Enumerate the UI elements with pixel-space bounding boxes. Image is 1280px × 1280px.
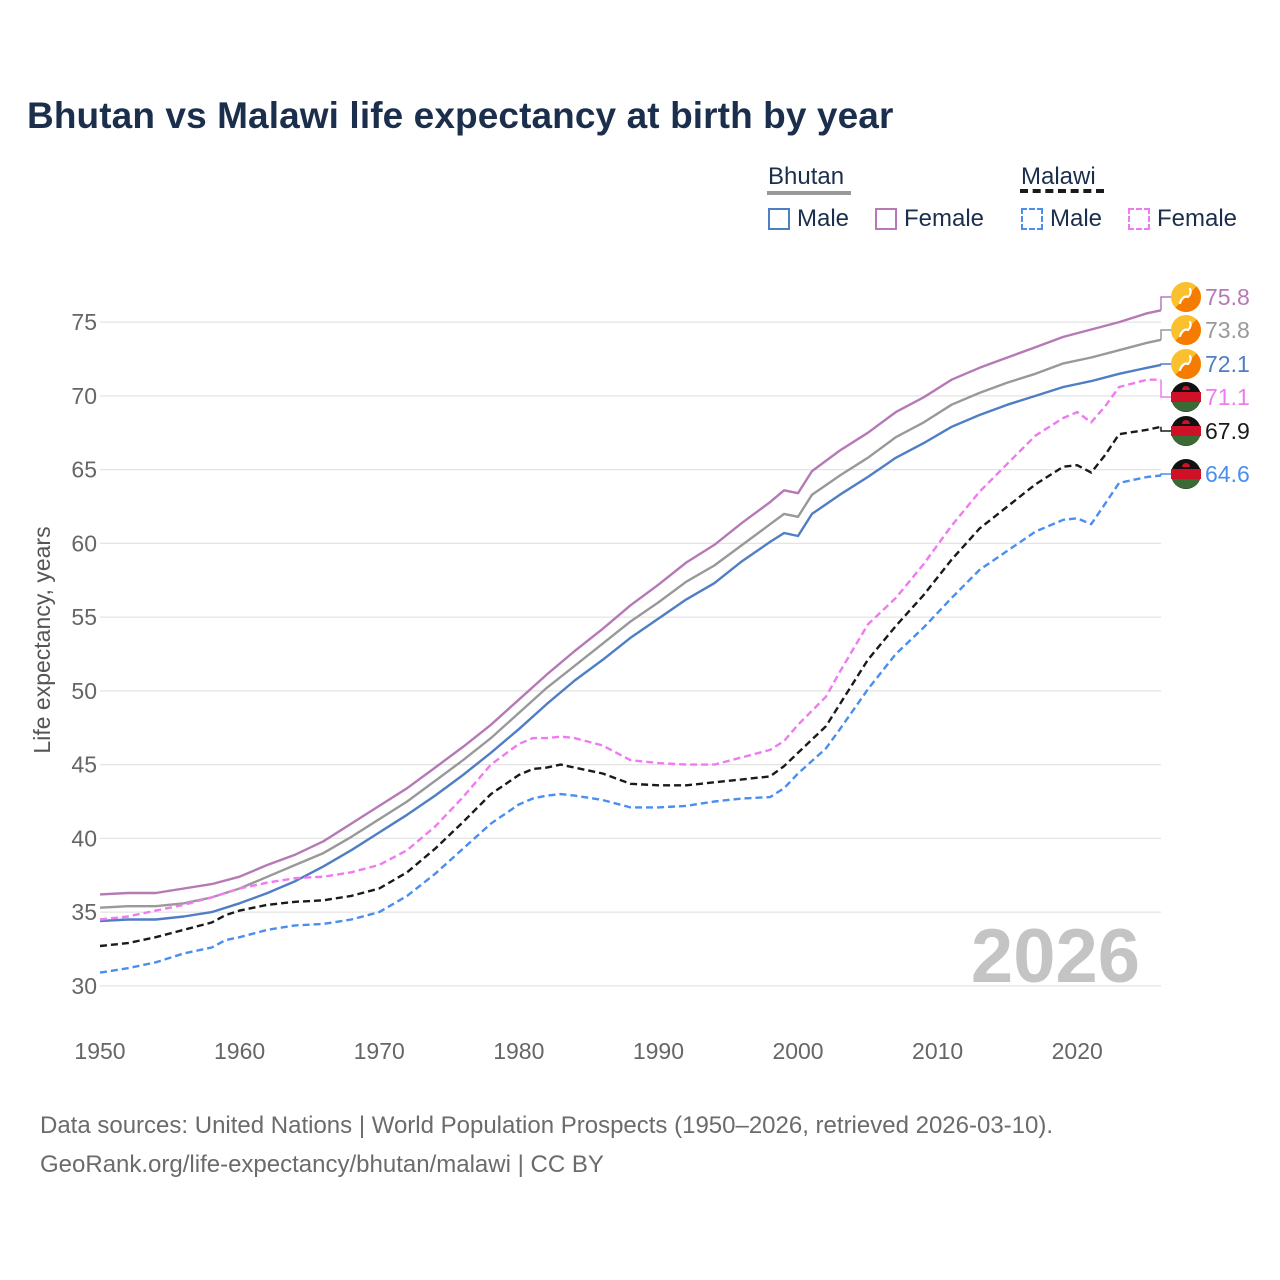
x-tick-label: 2000 [772,1038,823,1064]
end-value-label: 75.8 [1205,284,1250,310]
y-tick-label: 45 [71,752,97,778]
y-tick-label: 75 [71,309,97,335]
series-line-malawi-male[interactable] [99,474,1162,974]
end-label-connector [1160,296,1172,311]
bhutan-flag-icon [1171,282,1201,312]
legend-line-malawi [1020,189,1104,193]
x-tick-label: 2020 [1052,1038,1103,1064]
series-line-malawi-female[interactable] [99,378,1161,921]
legend-item-bhutan-female[interactable]: Female [875,205,984,233]
end-label-connector [1160,379,1172,398]
end-value-label: 67.9 [1205,418,1250,444]
bhutan-flag-icon [1171,349,1201,379]
x-tick-label: 2010 [912,1038,963,1064]
x-tick-label: 1950 [74,1038,125,1064]
legend-swatch [1021,208,1043,230]
x-tick-label: 1970 [354,1038,405,1064]
source-link[interactable]: GeoRank.org/life-expectancy/bhutan/malaw… [40,1151,604,1178]
legend-label: Male [1050,205,1103,232]
end-label-connector [1160,426,1172,432]
malawi-flag-icon [1171,459,1201,489]
legend-label: Female [1157,205,1238,232]
legend-swatch [1128,208,1150,230]
y-tick-label: 65 [71,457,97,483]
y-tick-label: 35 [71,899,97,925]
end-value-label: 73.8 [1205,317,1250,343]
legend-group-bhutan[interactable]: Bhutan [768,163,845,190]
end-label-connector [1160,473,1172,476]
legend-item-bhutan-male[interactable]: Male [768,205,849,233]
legend-item-malawi-female[interactable]: Female [1128,205,1237,233]
series-line-bhutan[interactable] [99,338,1162,909]
x-tick-label: 1960 [214,1038,265,1064]
y-tick-label: 50 [71,678,97,704]
x-tick-label: 1990 [633,1038,684,1064]
legend-label: Male [797,205,850,232]
chart-title: Bhutan vs Malawi life expectancy at birt… [27,95,894,136]
legend-label: Female [904,205,985,232]
source-line-1: Data sources: United Nations | World Pop… [40,1112,1054,1139]
legend-line-bhutan [767,191,851,195]
legend-swatch [875,208,897,230]
end-value-label: 64.6 [1205,461,1250,487]
end-value-label: 72.1 [1205,351,1250,377]
bhutan-flag-icon [1171,315,1201,345]
y-tick-label: 30 [71,973,97,999]
y-tick-label: 60 [71,530,97,556]
malawi-flag-icon [1171,382,1201,412]
series-line-bhutan-male[interactable] [99,363,1162,923]
series-line-malawi[interactable] [99,425,1162,948]
y-tick-label: 70 [71,383,97,409]
y-axis-label: Life expectancy, years [29,526,55,753]
source-note: Data sources: United Nations | World Pop… [40,1106,1053,1184]
legend-swatch [768,208,790,230]
y-tick-label: 40 [71,825,97,851]
legend-group-malawi[interactable]: Malawi [1021,163,1096,190]
legend-item-malawi-male[interactable]: Male [1021,205,1102,233]
malawi-flag-icon [1171,416,1201,446]
y-tick-label: 55 [71,604,97,630]
series-line-bhutan-female[interactable] [99,309,1162,896]
x-tick-label: 1980 [493,1038,544,1064]
end-label-connector [1160,329,1172,340]
end-value-label: 71.1 [1205,384,1250,410]
end-label-connector [1160,363,1172,365]
year-watermark: 2026 [971,914,1140,999]
